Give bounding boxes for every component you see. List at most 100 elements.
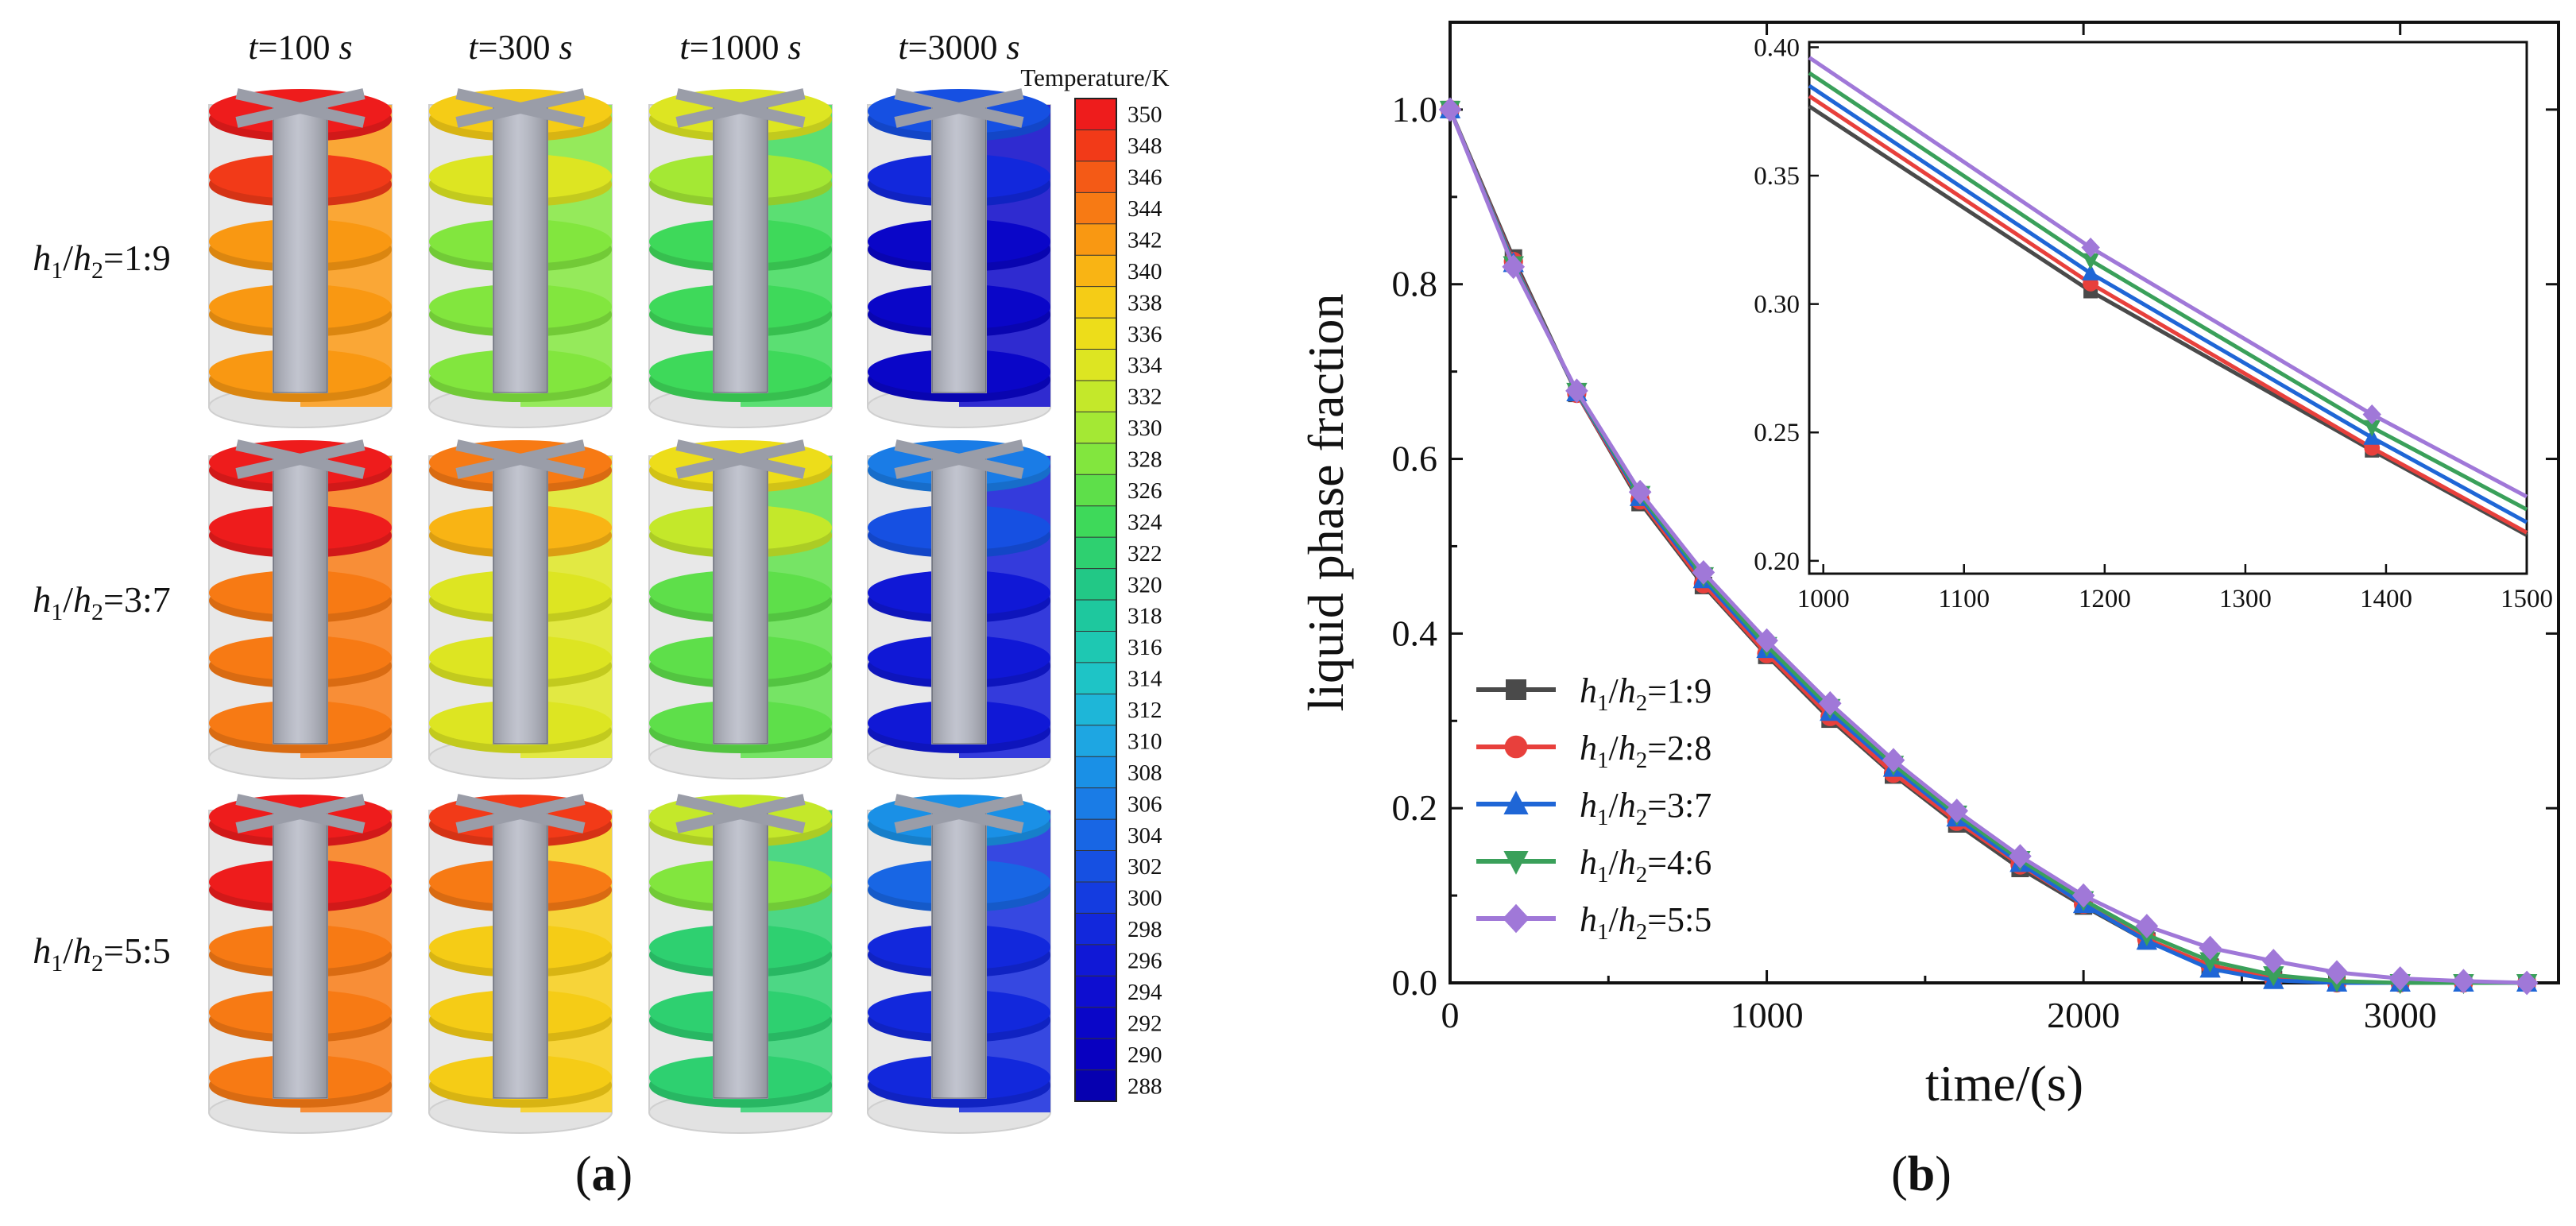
inset-series-line [1808,104,2528,537]
colorbar-segment [1075,223,1116,256]
h-var: h [1619,900,1636,939]
marker-diamond [2199,935,2222,961]
legend-ratio: =4:6 [1647,843,1712,882]
h-var: h [1619,671,1636,710]
colorbar-segment [1075,819,1116,851]
inset-series [1808,56,2528,499]
colorbar-segment [1075,850,1116,883]
y-tick-label: 0.6 [1392,439,1438,479]
x-tick-label: 1000 [1731,995,1804,1035]
subscript: 1 [51,257,63,284]
ratio-value: =5:5 [103,930,171,971]
ratio-value: =1:9 [103,238,171,278]
tube-shade [273,810,327,1098]
marker-diamond [1882,748,1905,773]
colorbar-segment [1075,130,1116,162]
colorbar-tick-label: 318 [1127,604,1162,629]
cross-fin [675,88,806,128]
cross-fin [455,794,586,833]
time-var: t [468,28,479,67]
time-var: t [898,28,909,67]
time-value: =100 [258,28,339,67]
subscript: 2 [1636,862,1648,888]
colorbar-segment [1075,631,1116,663]
time-header-1000: t=1000 s [679,28,801,67]
marker-diamond [2009,844,2032,869]
inset-series [1808,71,2528,512]
marker-triangle-down [2363,420,2381,437]
colorbar-tick-label: 324 [1127,509,1162,535]
time-header-3000: t=3000 s [898,28,1019,67]
cross-fin [235,794,366,833]
h-var: h [33,579,51,620]
panel-a-temperature-contours: t=100 s t=300 s t=1000 s t=3000 s h1/h2=1:9… [33,28,1170,1201]
marker-diamond [1502,254,1526,280]
time-var: t [679,28,690,67]
slash: / [63,238,73,278]
h-var: h [1580,729,1597,768]
tube-shade [493,810,547,1098]
inset-x-tick-label: 1100 [1938,585,1990,613]
y-tick-label: 0.2 [1392,787,1438,828]
subscript: 1 [1597,862,1609,888]
cross-fin [675,794,806,833]
inset-y-tick-label: 0.20 [1754,547,1800,576]
x-tick-label: 3000 [2364,995,2437,1035]
colorbar-tick-label: 302 [1127,854,1162,880]
time-unit: s [1006,28,1019,67]
inset-series-line [1808,56,2528,499]
slash: / [63,579,73,620]
colorbar-segment [1075,1007,1116,1039]
ratio-value: =3:7 [103,579,171,620]
row-label-1-9: h1/h2=1:9 [33,238,171,284]
colorbar-segment [1075,380,1116,412]
legend-ratio: =2:8 [1647,729,1712,768]
subscript: 1 [51,950,63,977]
tube-shade [714,456,768,744]
subscript: 2 [1636,748,1648,773]
tank-1-2 [648,439,833,779]
time-value: =3000 [908,28,1007,67]
h-var: h [1580,786,1597,825]
subscript: 2 [91,257,103,284]
marker-triangle-down [2263,966,2284,987]
marker-diamond [2071,883,2095,908]
legend-entry-3-7: h1/h2=3:7 [1580,786,1712,830]
time-value: =1000 [690,28,788,67]
h-var: h [1580,900,1597,939]
colorbar-tick-label: 312 [1127,698,1162,723]
cross-fin [455,439,586,479]
time-unit: s [559,28,572,67]
tube-shade [714,810,768,1098]
tank-grid [208,88,1051,1134]
colorbar-segment [1075,349,1116,381]
time-var: t [248,28,259,67]
series-5-5 [1438,97,2539,996]
colorbar-segment [1075,976,1116,1008]
colorbar-tick-label: 320 [1127,572,1162,598]
h-var: h [1580,671,1597,710]
subscript: 2 [91,950,103,977]
legend: h1/h2=1:9h1/h2=2:8h1/h2=3:7h1/h2=4:6h1/h… [1476,671,1712,945]
colorbar-tick-label: 332 [1127,385,1162,410]
row-label-5-5: h1/h2=5:5 [33,930,171,977]
colorbar-title: Temperature/K [1020,64,1170,91]
tank-2-0 [208,794,393,1134]
legend-entry-5-5: h1/h2=5:5 [1580,900,1712,945]
tank-2-1 [428,794,613,1134]
colorbar-segment [1075,443,1116,475]
colorbar-tick-label: 296 [1127,949,1162,974]
colorbar-tick-label: 346 [1127,165,1162,191]
colorbar-tick-label: 300 [1127,886,1162,911]
subscript: 1 [1597,690,1609,716]
h-var: h [73,930,91,971]
marker-diamond [2081,237,2100,258]
colorbar-tick-label: 334 [1127,353,1162,378]
colorbar-segment [1075,161,1116,193]
tube-shade [714,105,768,393]
cross-fin [455,88,586,128]
time-header-300: t=300 s [468,28,572,67]
marker-diamond [1945,799,1969,823]
marker-diamond [1628,479,1652,505]
inset-series-line [1808,83,2528,524]
